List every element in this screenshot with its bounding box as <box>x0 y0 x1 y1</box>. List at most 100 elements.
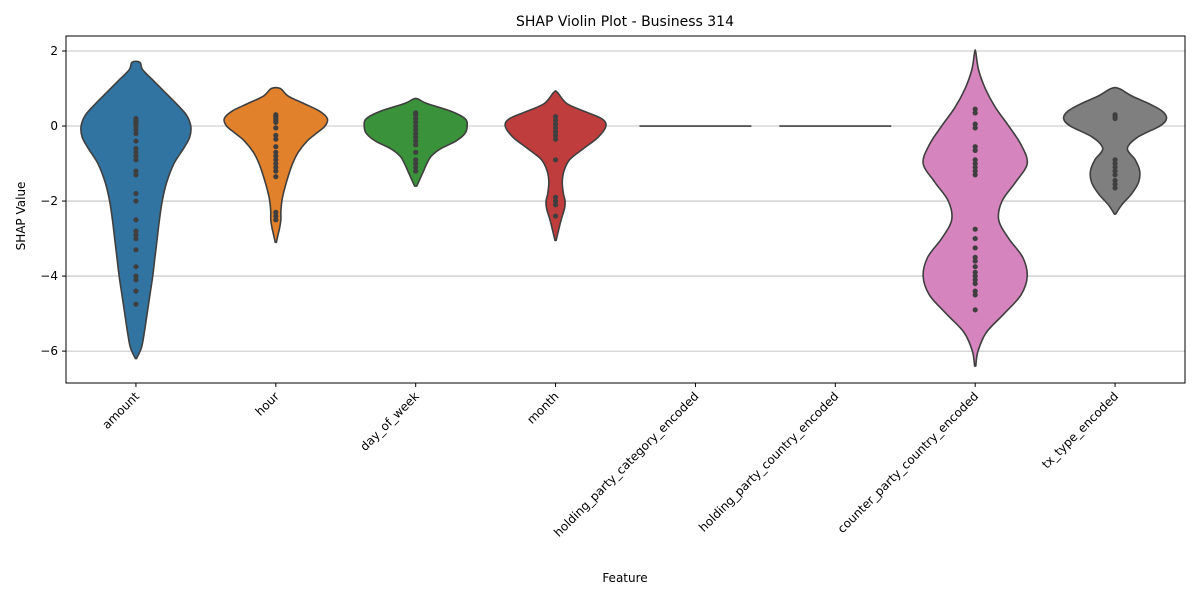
violin-point <box>413 130 419 137</box>
violin-point <box>972 121 978 127</box>
violin-point <box>133 153 139 159</box>
violin-point <box>972 288 978 294</box>
violin-point <box>413 164 419 170</box>
x-axis-label: Feature <box>602 571 647 585</box>
violin-point <box>1112 115 1118 122</box>
violin-point <box>552 157 559 163</box>
y-tick-label: 2 <box>50 44 58 58</box>
violin-point <box>273 160 279 167</box>
violin-point <box>273 136 279 142</box>
violin-point <box>133 149 139 155</box>
y-tick-label: −6 <box>40 344 58 358</box>
violin-point <box>133 273 139 279</box>
violin-point <box>413 134 419 140</box>
violin-point <box>972 292 978 298</box>
violin-point <box>972 226 978 232</box>
violin-point <box>552 213 559 219</box>
violin-point <box>273 213 279 219</box>
violin-point <box>972 307 978 313</box>
violin-point <box>413 160 419 167</box>
violin-point <box>273 132 279 139</box>
violin-point <box>1112 181 1118 187</box>
violin-body <box>1062 86 1168 215</box>
violin-point <box>972 254 978 260</box>
violin-point <box>413 138 419 144</box>
violin-point <box>552 132 559 139</box>
violin-point <box>273 119 279 125</box>
violin-point <box>972 125 978 131</box>
violin-point <box>413 127 419 133</box>
violin-point <box>972 273 978 279</box>
violin-point <box>273 209 279 215</box>
violin-point <box>133 130 139 137</box>
y-tick-label: −2 <box>40 194 58 208</box>
violin-point <box>552 114 559 120</box>
violin-point <box>133 235 139 242</box>
violin-point <box>972 164 978 170</box>
violin-point <box>552 198 559 204</box>
violin-counter_party_country_encoded <box>922 49 1029 367</box>
violin-point <box>273 174 279 180</box>
violin-point <box>972 157 978 163</box>
violin-point <box>273 144 279 150</box>
violin-point <box>972 258 978 264</box>
violin-point <box>972 147 978 154</box>
violin-amount <box>80 60 192 360</box>
violin-point <box>273 149 279 155</box>
violin-point <box>1112 177 1118 184</box>
violin-point <box>552 194 559 200</box>
violin-point <box>413 123 419 129</box>
violin-point <box>413 142 419 148</box>
violin-point <box>133 127 139 133</box>
violin-point <box>972 106 978 112</box>
violin-point <box>972 144 978 150</box>
violin-point <box>133 168 139 174</box>
violin-tx_type_encoded <box>1062 86 1168 215</box>
violin-point <box>133 301 139 307</box>
violin-point <box>1112 185 1118 191</box>
violin-point <box>552 136 559 142</box>
violin-point <box>413 119 419 125</box>
violin-point <box>133 145 139 152</box>
violin-month <box>504 90 607 242</box>
violin-point <box>1112 164 1118 170</box>
violin-point <box>1112 172 1118 178</box>
violin-point <box>133 264 139 270</box>
violin-point <box>273 217 279 223</box>
violin-point <box>972 245 978 251</box>
violin-hour <box>223 86 329 244</box>
violin-point <box>972 172 978 178</box>
violin-point <box>133 288 139 294</box>
violin-point <box>133 198 139 204</box>
violin-point <box>413 149 419 155</box>
violin-point <box>552 117 559 124</box>
violin-point <box>1112 157 1118 163</box>
violin-point <box>273 153 279 159</box>
violin-point <box>273 164 279 170</box>
violin-point <box>972 235 978 242</box>
violin-point <box>413 168 419 174</box>
violin-body <box>80 60 192 360</box>
violin-point <box>552 202 559 208</box>
violin-point <box>972 277 978 283</box>
violin-point <box>133 247 139 253</box>
violin-day_of_week <box>363 97 469 187</box>
violin-point <box>552 121 559 127</box>
violin-point <box>133 190 139 197</box>
violin-point <box>133 277 139 283</box>
violin-point <box>413 157 419 163</box>
violin-point <box>273 125 279 131</box>
violin-point <box>413 115 419 122</box>
violin-point <box>972 160 978 167</box>
violin-point <box>133 138 139 144</box>
violin-point <box>133 228 139 234</box>
violin-point <box>972 269 978 275</box>
violins <box>80 49 1168 367</box>
violin-point <box>972 110 978 116</box>
violin-body <box>504 90 607 242</box>
y-axis-label: SHAP Value <box>14 182 28 251</box>
violin-point <box>972 264 978 270</box>
violin-point <box>133 157 139 163</box>
